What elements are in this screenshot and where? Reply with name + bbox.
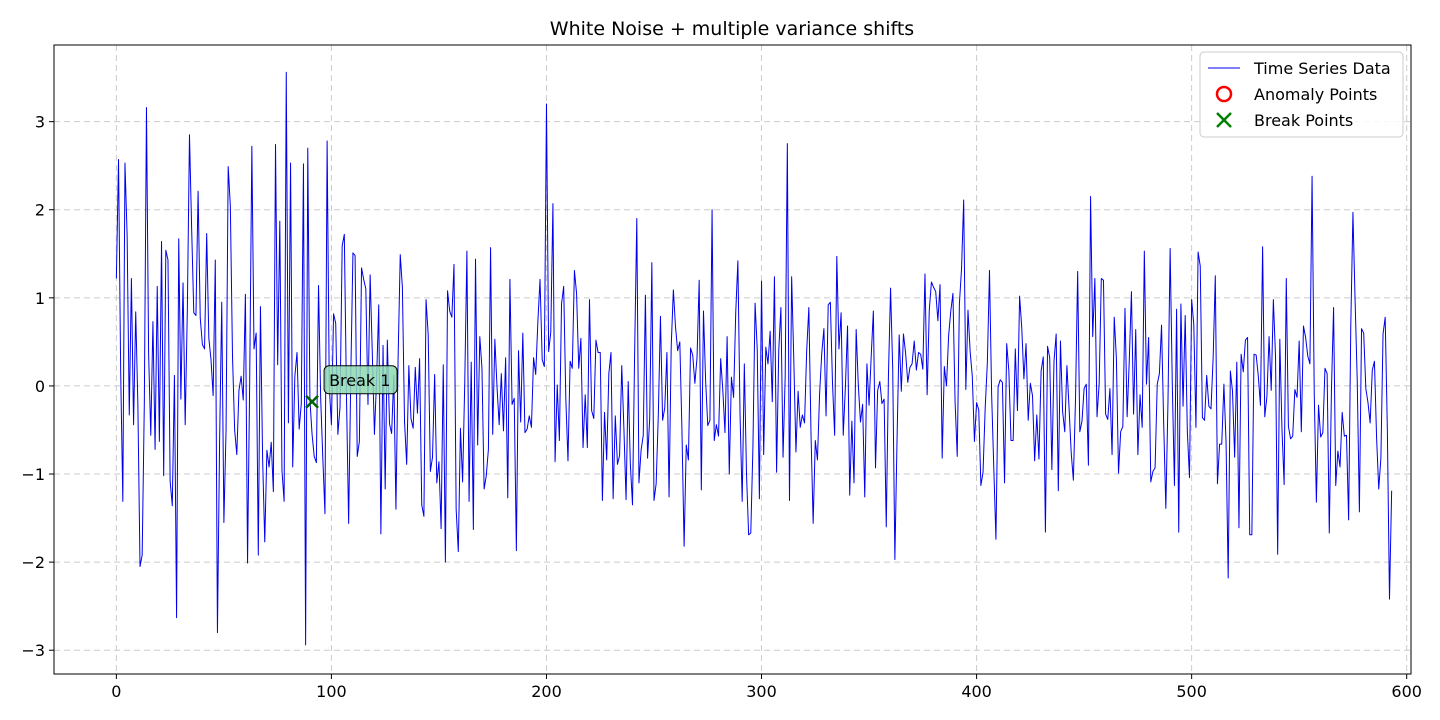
x-tick-label: 200	[531, 682, 562, 701]
legend: Time Series Data Anomaly Points Break Poin…	[1199, 51, 1404, 138]
series-layer	[115, 71, 1393, 646]
y-tick-label: 1	[35, 289, 45, 308]
y-tick-label: 2	[35, 201, 45, 220]
legend-label: Anomaly Points	[1254, 85, 1377, 104]
break-annotation-box	[323, 365, 398, 395]
marker-layer: Break 1	[305, 365, 398, 409]
break-point	[305, 394, 319, 409]
legend-box	[1199, 51, 1404, 138]
y-tick-label: −1	[21, 465, 45, 484]
y-tick-label: 3	[35, 113, 45, 132]
y-tick-label: −3	[21, 641, 45, 660]
break-annotation-label: Break 1	[329, 371, 390, 390]
x-tick-label: 0	[111, 682, 121, 701]
series-line	[115, 71, 1393, 646]
x-tick-label: 400	[961, 682, 992, 701]
y-tick-label: −2	[21, 553, 45, 572]
x-tick-label: 100	[316, 682, 347, 701]
legend-circle-swatch	[1215, 85, 1233, 103]
x-tick-label: 300	[746, 682, 777, 701]
legend-label: Time Series Data	[1253, 59, 1391, 78]
legend-label: Break Points	[1254, 111, 1353, 130]
plot-area-frame	[53, 44, 1412, 675]
y-tick-label: 0	[35, 377, 45, 396]
chart-title: White Noise + multiple variance shifts	[550, 18, 914, 40]
x-tick-label: 500	[1176, 682, 1207, 701]
axes: 0 100 200 300 400 500 600 −3 −2 −1 0 1 2 3	[21, 113, 1422, 701]
legend-x-swatch	[1216, 112, 1232, 128]
x-tick-label: 600	[1391, 682, 1422, 701]
